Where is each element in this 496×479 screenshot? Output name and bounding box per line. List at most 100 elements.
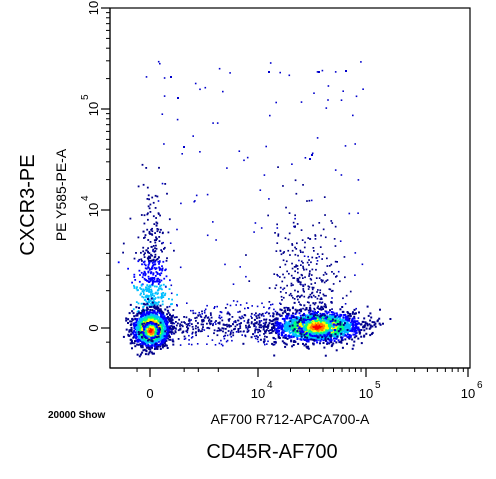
event-dot	[190, 323, 193, 325]
event-dot	[309, 317, 312, 319]
event-dot	[147, 258, 150, 261]
event-dot	[148, 288, 151, 291]
event-dot	[307, 316, 310, 319]
event-dot	[324, 335, 326, 338]
event-dot	[274, 324, 277, 327]
event-dot	[323, 346, 326, 349]
event-dot	[232, 300, 235, 302]
event-dot	[180, 202, 182, 205]
event-dot	[297, 281, 300, 283]
event-dot	[280, 253, 283, 256]
event-dot	[198, 311, 200, 314]
event-dot	[302, 335, 305, 338]
event-dot	[204, 308, 207, 311]
event-dot	[323, 305, 326, 308]
event-dot	[142, 296, 145, 299]
event-dot	[295, 319, 298, 321]
event-dot	[180, 324, 183, 327]
event-dot	[279, 249, 282, 252]
event-dot	[355, 323, 358, 326]
event-dot	[159, 320, 162, 323]
event-dot	[155, 271, 158, 273]
event-dot	[129, 320, 132, 323]
event-dot	[278, 323, 281, 326]
event-dot	[333, 331, 336, 334]
event-dot	[316, 314, 319, 317]
event-dot	[154, 207, 157, 209]
event-dot	[188, 339, 190, 341]
event-dot	[297, 279, 300, 282]
event-dot	[154, 232, 156, 234]
event-dot	[133, 276, 136, 278]
event-dot	[342, 316, 345, 319]
event-dot	[365, 332, 368, 335]
event-dot	[155, 267, 158, 270]
event-dot	[191, 336, 194, 338]
event-dot	[310, 324, 313, 327]
event-dot	[159, 313, 162, 316]
event-dot	[344, 145, 347, 147]
event-dot	[231, 316, 234, 318]
event-dot	[376, 319, 379, 322]
event-dot	[308, 301, 310, 304]
event-dot	[199, 151, 201, 153]
event-dot	[230, 325, 232, 327]
event-dot	[266, 325, 269, 328]
event-dot	[131, 347, 133, 350]
event-dot	[148, 306, 151, 308]
event-dot	[147, 270, 150, 273]
event-dot	[291, 243, 293, 245]
event-dot	[272, 326, 275, 329]
event-dot	[188, 318, 191, 321]
event-dot	[313, 307, 315, 310]
event-dot	[171, 303, 173, 305]
event-dot	[304, 241, 306, 244]
event-dot	[170, 292, 173, 295]
event-dot	[282, 331, 285, 334]
event-dot	[171, 319, 174, 321]
event-dot	[305, 308, 308, 311]
event-dot	[358, 332, 361, 335]
event-dot	[165, 326, 168, 329]
event-dot	[343, 314, 346, 316]
event-dot	[264, 335, 266, 338]
event-dot	[137, 329, 140, 332]
event-dot	[151, 266, 153, 269]
event-dot	[293, 322, 296, 324]
event-dot	[288, 212, 291, 214]
event-dot	[292, 325, 295, 328]
event-dot	[283, 341, 286, 344]
event-dot	[343, 319, 346, 322]
event-dot	[156, 272, 159, 274]
event-dot	[363, 334, 366, 337]
event-dot	[134, 340, 136, 343]
event-dot	[150, 345, 153, 348]
event-dot	[201, 320, 204, 323]
event-dot	[199, 330, 202, 333]
event-dot	[341, 330, 344, 333]
event-dot	[299, 327, 302, 330]
event-dot	[166, 306, 169, 309]
event-dot	[262, 325, 265, 328]
event-dot	[337, 332, 340, 335]
event-dot	[153, 323, 156, 325]
event-dot	[288, 336, 291, 339]
event-dot	[311, 337, 314, 340]
event-dot	[167, 332, 169, 335]
event-dot	[275, 328, 278, 331]
event-dot	[308, 320, 311, 323]
event-dot	[149, 350, 152, 353]
event-dot	[371, 325, 374, 328]
event-dot	[282, 296, 285, 299]
event-dot	[149, 241, 152, 243]
event-dot	[203, 316, 206, 319]
event-dot	[161, 337, 164, 339]
event-dot	[264, 330, 266, 333]
event-dot	[152, 282, 154, 285]
event-dot	[176, 228, 178, 231]
event-dot	[168, 298, 170, 300]
event-dot	[336, 326, 339, 329]
event-dot	[182, 331, 185, 334]
event-dot	[288, 334, 291, 337]
event-dot	[190, 309, 192, 312]
